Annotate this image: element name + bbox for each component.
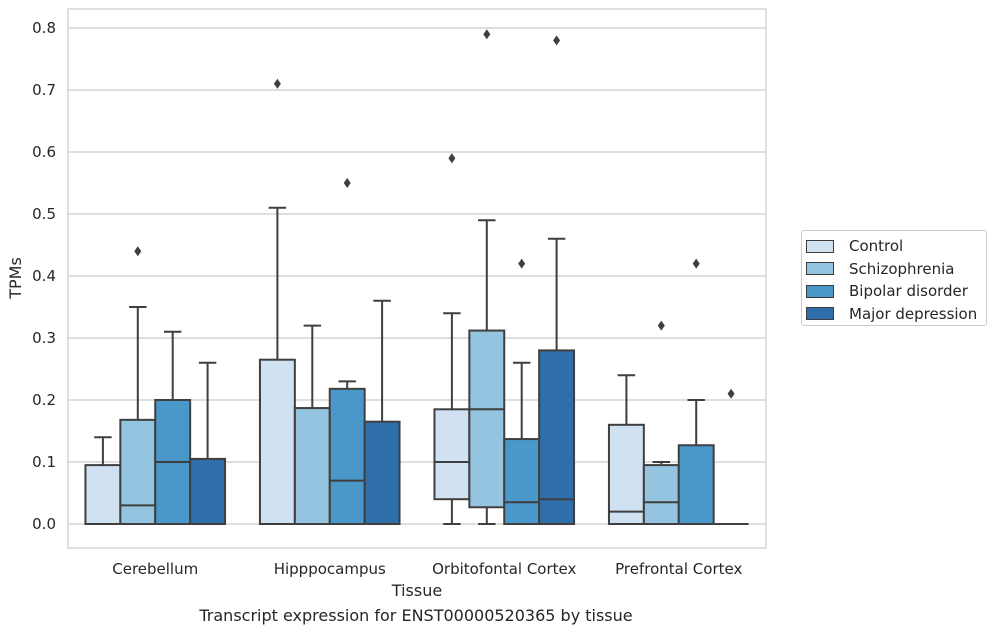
box-bipolar-disorder: [677, 258, 715, 526]
legend-label: Bipolar disorder: [849, 282, 968, 301]
y-tick-label: 0.6: [32, 143, 56, 161]
x-tick-label: Hipppocampus: [274, 560, 386, 578]
y-tick-label: 0.8: [32, 19, 56, 37]
legend-swatch: [806, 307, 834, 321]
outlier-point: [483, 29, 491, 40]
legend-item: Major depression: [806, 303, 986, 326]
legend-item: Bipolar disorder: [806, 280, 986, 303]
legend-label: Major depression: [849, 304, 978, 323]
x-tick-label: Orbitofontal Cortex: [432, 560, 576, 578]
outlier-point: [273, 78, 281, 89]
outlier-point: [343, 178, 351, 188]
box-schizophrenia: [293, 324, 331, 525]
outlier-point: [448, 153, 456, 164]
box: [468, 329, 506, 509]
legend: Control Schizophrenia Bipolar disorder Majo…: [801, 230, 987, 326]
outlier-point: [692, 258, 700, 269]
box-major-depression: [189, 361, 227, 525]
legend-item: Control: [806, 235, 986, 258]
legend-item: Schizophrenia: [806, 258, 986, 281]
y-tick-label: 0.2: [32, 391, 56, 409]
outlier-point: [727, 388, 735, 399]
y-tick-label: 0.5: [32, 205, 56, 223]
box-control: [84, 436, 122, 526]
box: [607, 423, 645, 525]
x-tick-label: Cerebellum: [112, 560, 198, 578]
box: [363, 420, 401, 526]
box: [642, 464, 680, 526]
legend-swatch: [806, 239, 834, 253]
box-control: [433, 153, 471, 525]
outlier-point: [518, 258, 526, 269]
legend-label: Schizophrenia: [849, 259, 955, 278]
box-control: [607, 374, 645, 525]
box-control: [258, 78, 296, 526]
box: [503, 438, 541, 525]
legend-swatch: [806, 284, 834, 298]
box: [119, 418, 157, 525]
box: [258, 358, 296, 526]
x-tick-label: Prefrontal Cortex: [615, 560, 742, 578]
box: [328, 387, 366, 525]
y-tick-label: 0.3: [32, 329, 56, 347]
outlier-point: [553, 35, 561, 46]
box: [293, 407, 331, 525]
x-axis-label: Tissue: [391, 581, 442, 600]
box-schizophrenia: [468, 29, 506, 525]
y-tick-label: 0.0: [32, 515, 56, 533]
box-major-depression: [538, 35, 576, 525]
box-major-depression: [363, 299, 401, 526]
legend-label: Control: [849, 237, 904, 256]
y-tick-label: 0.1: [32, 453, 56, 471]
box-major-depression: [713, 388, 749, 525]
legend-swatch: [806, 262, 834, 276]
box: [677, 444, 715, 526]
plot-frame: [67, 8, 767, 549]
outlier-point: [657, 320, 665, 331]
box: [189, 457, 227, 525]
box-bipolar-disorder: [328, 178, 366, 525]
box: [538, 349, 576, 525]
y-axis-label: TPMs: [6, 257, 25, 300]
y-tick-label: 0.4: [32, 267, 56, 285]
outlier-point: [134, 246, 142, 257]
box-bipolar-disorder: [503, 258, 541, 525]
box: [433, 408, 471, 501]
y-tick-label: 0.7: [32, 81, 56, 99]
box-schizophrenia: [119, 246, 157, 525]
chart-caption: Transcript expression for ENST0000052036…: [199, 606, 633, 625]
box: [84, 464, 122, 526]
